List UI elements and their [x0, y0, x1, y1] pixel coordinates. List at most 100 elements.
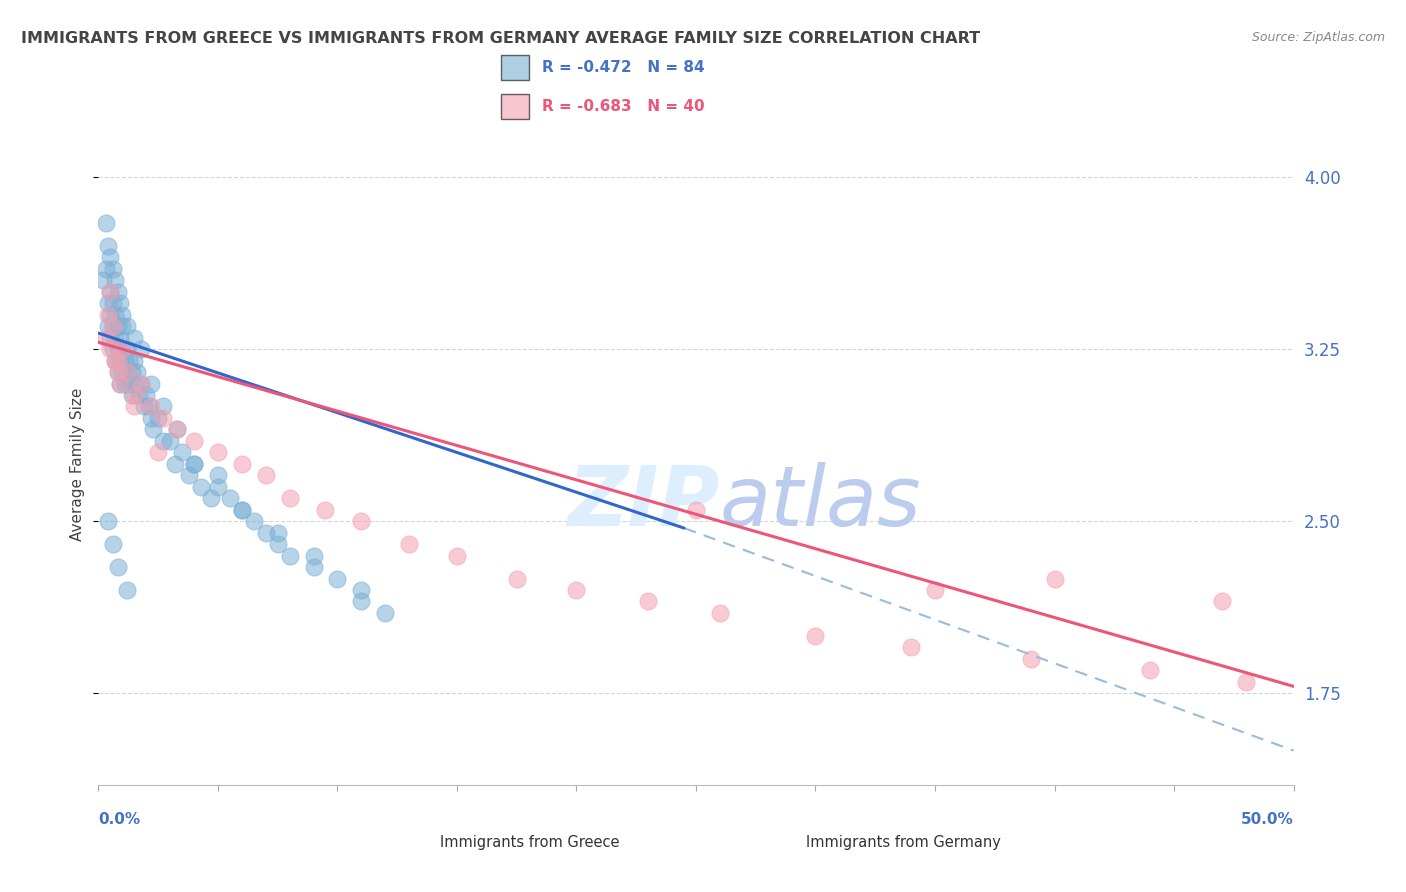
- Point: [98, 331, 122, 345]
- Point: [506, 572, 529, 586]
- Point: [179, 468, 201, 483]
- Point: [685, 502, 707, 516]
- Point: [183, 457, 205, 471]
- Text: 50.0%: 50.0%: [1240, 812, 1294, 827]
- Point: [107, 353, 129, 368]
- Point: [446, 549, 468, 563]
- Point: [142, 422, 165, 436]
- Point: [108, 376, 131, 391]
- Point: [163, 457, 186, 471]
- Point: [101, 261, 124, 276]
- Point: [98, 251, 122, 265]
- Point: [254, 468, 277, 483]
- Point: [97, 239, 120, 253]
- Point: [115, 319, 138, 334]
- Point: [115, 582, 138, 597]
- Point: [148, 411, 170, 425]
- Point: [101, 319, 124, 334]
- Point: [107, 342, 129, 356]
- Point: [231, 502, 253, 516]
- Point: [131, 376, 153, 391]
- Point: [166, 422, 188, 436]
- Point: [924, 582, 946, 597]
- Point: [207, 480, 229, 494]
- Point: [107, 365, 129, 379]
- Point: [804, 629, 827, 643]
- Point: [118, 353, 141, 368]
- Point: [135, 388, 157, 402]
- Point: [98, 285, 122, 299]
- Point: [111, 342, 134, 356]
- Point: [94, 261, 117, 276]
- Point: [107, 285, 129, 299]
- Point: [114, 376, 136, 391]
- Point: [267, 537, 290, 551]
- Point: [315, 502, 337, 516]
- Point: [107, 560, 129, 574]
- Point: [302, 560, 325, 574]
- Point: [207, 445, 229, 459]
- Point: [1211, 594, 1233, 608]
- Point: [374, 606, 396, 620]
- Point: [128, 388, 150, 402]
- Text: Immigrants from Greece: Immigrants from Greece: [440, 835, 620, 849]
- Point: [125, 365, 148, 379]
- Point: [131, 342, 153, 356]
- Point: [104, 273, 127, 287]
- Text: Immigrants from Germany: Immigrants from Germany: [806, 835, 1001, 849]
- Point: [138, 400, 160, 414]
- Point: [115, 365, 138, 379]
- Point: [139, 376, 162, 391]
- Point: [278, 549, 301, 563]
- Point: [183, 434, 205, 448]
- Point: [132, 400, 155, 414]
- FancyBboxPatch shape: [502, 54, 529, 80]
- Point: [124, 400, 146, 414]
- Point: [101, 342, 124, 356]
- Point: [637, 594, 659, 608]
- Text: atlas: atlas: [720, 462, 921, 543]
- FancyBboxPatch shape: [502, 94, 529, 120]
- Point: [108, 353, 131, 368]
- Point: [101, 319, 124, 334]
- Point: [231, 457, 253, 471]
- Point: [124, 376, 146, 391]
- Text: Source: ZipAtlas.com: Source: ZipAtlas.com: [1251, 31, 1385, 45]
- Point: [104, 353, 127, 368]
- Point: [97, 319, 120, 334]
- Point: [219, 491, 242, 506]
- Text: IMMIGRANTS FROM GREECE VS IMMIGRANTS FROM GERMANY AVERAGE FAMILY SIZE CORRELATIO: IMMIGRANTS FROM GREECE VS IMMIGRANTS FRO…: [21, 31, 980, 46]
- Point: [302, 549, 325, 563]
- Y-axis label: Average Family Size: Average Family Size: [70, 387, 86, 541]
- Text: R = -0.472   N = 84: R = -0.472 N = 84: [541, 60, 704, 75]
- Point: [1019, 652, 1042, 666]
- Point: [350, 582, 373, 597]
- Point: [398, 537, 420, 551]
- Point: [159, 434, 181, 448]
- Point: [131, 376, 153, 391]
- Text: R = -0.683   N = 40: R = -0.683 N = 40: [541, 99, 704, 114]
- Point: [350, 514, 373, 528]
- Point: [108, 376, 131, 391]
- Point: [121, 365, 143, 379]
- Point: [326, 572, 349, 586]
- Point: [152, 434, 174, 448]
- Point: [107, 319, 129, 334]
- Point: [97, 296, 120, 310]
- Point: [139, 400, 162, 414]
- Text: ZIP: ZIP: [567, 462, 720, 543]
- Point: [104, 353, 127, 368]
- Point: [104, 308, 127, 322]
- Point: [190, 480, 212, 494]
- Point: [111, 308, 134, 322]
- Point: [111, 365, 134, 379]
- Point: [97, 514, 120, 528]
- Point: [98, 308, 122, 322]
- Point: [152, 411, 174, 425]
- Point: [200, 491, 222, 506]
- Point: [97, 308, 120, 322]
- Point: [231, 502, 253, 516]
- Point: [254, 525, 277, 540]
- Point: [94, 331, 117, 345]
- Point: [124, 388, 146, 402]
